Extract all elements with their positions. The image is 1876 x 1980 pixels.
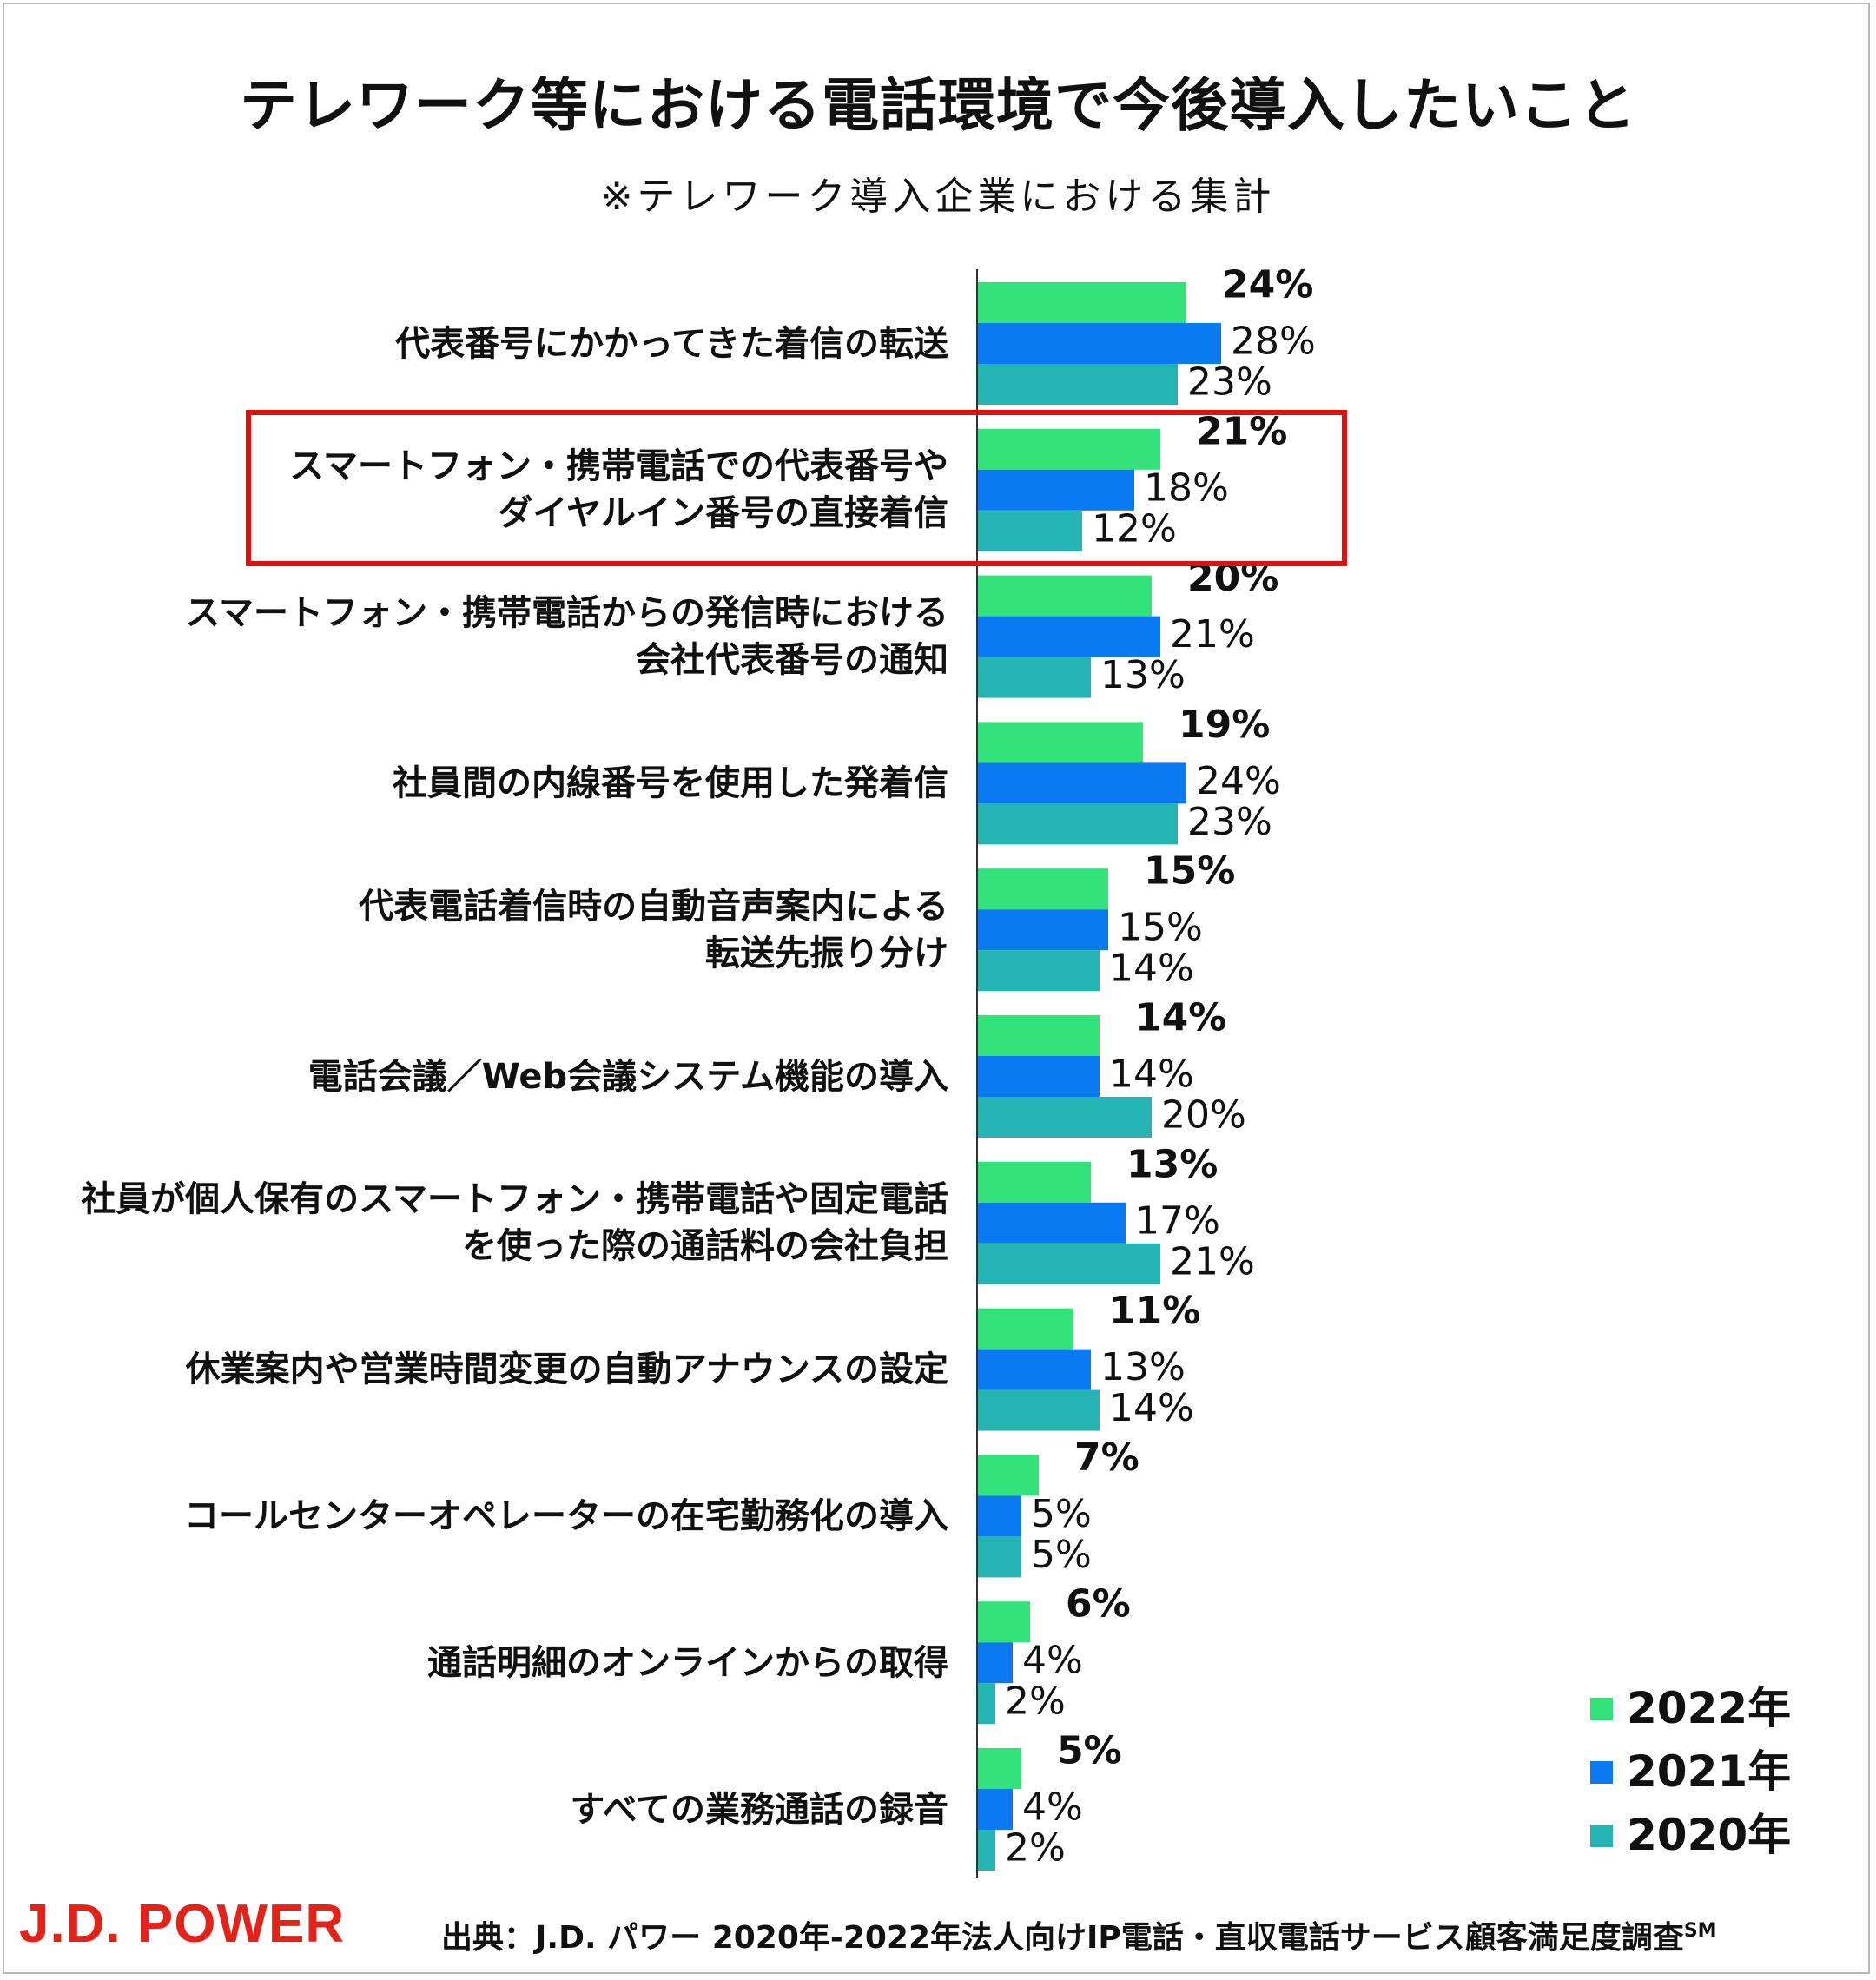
bar-2020年-9 [978,1536,1021,1578]
value-label-2022年-5: 15% [1144,849,1235,894]
bar-2022年-4 [978,722,1143,763]
legend-label-2020: 2020年 [1627,1810,1792,1860]
chart-title: テレワーク等における電話環境で今後導入したいこと [240,72,1636,139]
bar-2020年-11 [978,1830,995,1871]
value-label-2021年-1: 28% [1231,320,1316,364]
bar-2021年-8 [978,1349,1091,1390]
value-label-2020年-6: 20% [1161,1093,1246,1138]
value-label-2022年-2: 21% [1196,409,1287,453]
legend-item-2020: 2020年 [1590,1809,1791,1861]
category-label-10: 通話明細のオンラインからの取得 [427,1642,948,1683]
value-label-2021年-4: 24% [1196,759,1281,803]
category-label-2: スマートフォン・携帯電話での代表番号や ダイヤルイン番号の直接着信 [289,446,948,534]
bar-2020年-3 [978,657,1091,698]
value-label-2022年-6: 14% [1135,996,1226,1040]
legend-item-2021: 2021年 [1590,1746,1791,1798]
category-label-11: すべての業務通話の録音 [570,1789,948,1830]
bar-2021年-3 [978,616,1160,657]
value-label-2021年-3: 21% [1170,612,1255,657]
value-label-2022年-11: 5% [1057,1729,1122,1773]
value-label-2021年-5: 15% [1118,906,1203,950]
value-label-2020年-1: 23% [1187,360,1272,405]
value-label-2021年-6: 14% [1109,1053,1194,1097]
jd-power-logo: J.D. POWER [19,1894,346,1954]
bar-2022年-9 [978,1455,1039,1496]
bar-2022年-3 [978,575,1152,617]
legend-label-2022: 2022年 [1627,1683,1792,1733]
category-label-8: 休業案内や営業時間変更の自動アナウンスの設定 [185,1350,948,1390]
value-label-2020年-4: 23% [1187,800,1272,844]
bar-2021年-1 [978,323,1221,364]
value-label-2022年-7: 13% [1126,1142,1218,1186]
bar-2021年-4 [978,762,1186,804]
bar-2020年-7 [978,1243,1160,1284]
bar-2020年-6 [978,1097,1152,1138]
bar-2020年-10 [978,1683,995,1725]
legend-swatch-2022 [1590,1697,1613,1720]
value-label-2020年-8: 14% [1109,1386,1194,1430]
category-label-3: スマートフォン・携帯電話からの発信時における 会社代表番号の通知 [185,593,948,681]
chart-subtitle: ※テレワーク導入企業における集計 [600,175,1276,219]
bar-2020年-1 [978,364,1178,405]
bar-2021年-6 [978,1056,1100,1097]
value-label-2021年-10: 4% [1022,1639,1083,1683]
source-sup: SM [1683,1920,1717,1942]
bar-2022年-2 [978,428,1160,470]
value-label-2021年-8: 13% [1100,1345,1186,1389]
bar-2022年-8 [978,1308,1073,1350]
value-label-2020年-5: 14% [1109,947,1194,991]
chart-frame [3,3,1870,1974]
bar-2020年-2 [978,510,1082,551]
legend-swatch-2020 [1590,1824,1613,1847]
bar-2021年-10 [978,1642,1013,1684]
value-label-2022年-4: 19% [1179,703,1270,747]
value-label-2020年-3: 13% [1100,653,1186,697]
value-label-2022年-1: 24% [1222,263,1313,307]
bar-2020年-8 [978,1389,1100,1431]
legend-swatch-2021 [1590,1760,1613,1784]
value-label-2022年-9: 7% [1074,1436,1139,1480]
value-label-2021年-2: 18% [1144,465,1229,510]
category-label-1: 代表番号にかかってきた着信の転送 [395,323,948,364]
value-label-2022年-10: 6% [1066,1582,1131,1627]
category-label-4: 社員間の内線番号を使用した発着信 [393,762,948,803]
value-label-2021年-9: 5% [1031,1492,1092,1536]
category-label-7: 社員が個人保有のスマートフォン・携帯電話や固定電話 を使った際の通話料の会社負担 [81,1179,948,1267]
value-label-2020年-11: 2% [1005,1826,1066,1871]
category-label-5: 代表電話着信時の自動音声案内による 転送先振り分け [359,886,948,974]
legend-label-2021: 2021年 [1627,1746,1792,1797]
highlight-box [246,410,1347,566]
bar-2022年-10 [978,1601,1030,1643]
bar-2021年-11 [978,1789,1013,1830]
value-label-2021年-7: 17% [1135,1198,1220,1243]
bar-2021年-2 [978,469,1134,511]
legend-item-2022: 2022年 [1590,1682,1791,1734]
bar-2022年-6 [978,1015,1100,1056]
value-label-2021年-11: 4% [1022,1785,1083,1830]
bar-2021年-9 [978,1495,1021,1537]
bar-2020年-4 [978,803,1178,845]
bar-2022年-7 [978,1161,1091,1203]
value-label-2020年-2: 12% [1092,506,1177,551]
bar-2020年-5 [978,950,1100,992]
bar-2021年-5 [978,909,1108,951]
bar-2022年-5 [978,868,1108,910]
bar-2021年-7 [978,1202,1126,1244]
bar-2022年-1 [978,282,1186,323]
value-label-2020年-7: 21% [1170,1239,1255,1284]
category-label-9: コールセンターオペレーターの在宅勤務化の導入 [184,1495,948,1536]
source-text: 出典：J.D. パワー 2020年-2022年法人向けIP電話・直収電話サービス… [441,1920,1684,1956]
value-label-2020年-9: 5% [1031,1533,1092,1577]
value-label-2020年-10: 2% [1005,1680,1066,1724]
value-label-2022年-8: 11% [1109,1289,1200,1333]
category-label-6: 電話会議／Web会議システム機能の導入 [307,1056,948,1097]
bar-2022年-11 [978,1748,1021,1789]
source-note: 出典：J.D. パワー 2020年-2022年法人向けIP電話・直収電話サービス… [441,1912,1717,1957]
